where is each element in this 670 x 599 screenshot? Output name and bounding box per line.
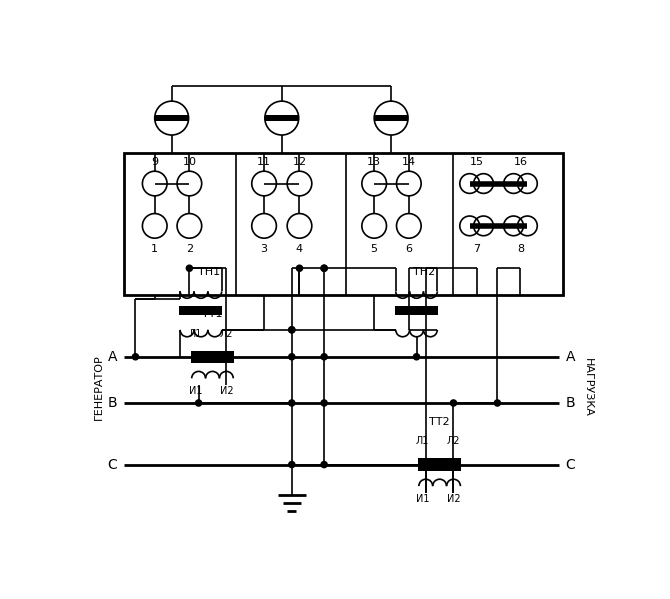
Text: ГЕНЕРАТОР: ГЕНЕРАТОР <box>94 355 105 420</box>
Circle shape <box>289 461 295 468</box>
Bar <box>191 350 234 363</box>
Text: 14: 14 <box>402 157 416 167</box>
Text: B: B <box>108 396 117 410</box>
Text: 15: 15 <box>470 157 484 167</box>
Text: И1: И1 <box>416 494 429 504</box>
Text: 9: 9 <box>151 157 158 167</box>
Text: Л2: Л2 <box>220 329 233 338</box>
Text: 10: 10 <box>182 157 196 167</box>
Circle shape <box>289 326 295 333</box>
Circle shape <box>494 400 500 406</box>
Circle shape <box>321 461 327 468</box>
Text: 13: 13 <box>367 157 381 167</box>
Text: A: A <box>565 350 576 364</box>
Text: 7: 7 <box>473 244 480 254</box>
Text: ТН1: ТН1 <box>198 267 220 277</box>
Circle shape <box>186 265 192 271</box>
Circle shape <box>296 265 303 271</box>
Circle shape <box>413 353 419 360</box>
Text: 6: 6 <box>405 244 412 254</box>
Text: 3: 3 <box>261 244 267 254</box>
Circle shape <box>423 461 429 468</box>
Text: 5: 5 <box>371 244 378 254</box>
Bar <box>374 115 408 121</box>
Bar <box>124 153 563 295</box>
Text: Л1: Л1 <box>416 437 429 446</box>
Circle shape <box>289 400 295 406</box>
Bar <box>265 115 299 121</box>
Text: ТН2: ТН2 <box>413 267 436 277</box>
Text: И1: И1 <box>189 386 202 397</box>
Circle shape <box>321 400 327 406</box>
Text: 8: 8 <box>517 244 524 254</box>
Circle shape <box>450 461 456 468</box>
Text: 11: 11 <box>257 157 271 167</box>
Text: B: B <box>565 396 576 410</box>
Text: 1: 1 <box>151 244 158 254</box>
Circle shape <box>450 400 456 406</box>
Text: НАГРУЗКА: НАГРУЗКА <box>582 358 592 417</box>
Text: A: A <box>108 350 117 364</box>
Circle shape <box>321 353 327 360</box>
Text: Л2: Л2 <box>447 437 460 446</box>
Bar <box>180 306 222 315</box>
Text: C: C <box>107 458 117 471</box>
Circle shape <box>289 326 295 333</box>
Bar <box>418 458 461 471</box>
Text: ТТ2: ТТ2 <box>429 418 450 427</box>
Text: И2: И2 <box>220 386 233 397</box>
Text: 16: 16 <box>513 157 527 167</box>
Circle shape <box>321 265 327 271</box>
Text: 2: 2 <box>186 244 193 254</box>
Text: ТТ1: ТТ1 <box>202 310 222 319</box>
Circle shape <box>321 265 327 271</box>
Text: 12: 12 <box>292 157 307 167</box>
Text: 4: 4 <box>296 244 303 254</box>
Text: C: C <box>565 458 576 471</box>
Circle shape <box>196 400 202 406</box>
Text: И2: И2 <box>447 494 460 504</box>
Bar <box>395 306 438 315</box>
Circle shape <box>133 353 139 360</box>
Text: Л1: Л1 <box>189 329 202 338</box>
Bar <box>155 115 189 121</box>
Circle shape <box>289 353 295 360</box>
